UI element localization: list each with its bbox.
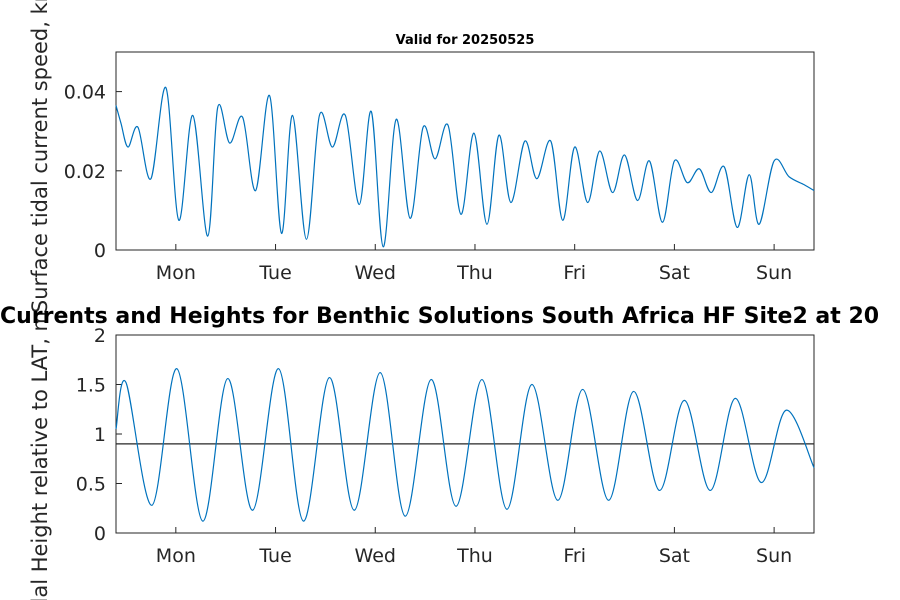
tidal-height-y-tick-label: 1 xyxy=(94,424,106,446)
tidal-height-y-tick-label: 0.5 xyxy=(76,474,106,496)
current-speed-y-tick-label: 0.04 xyxy=(64,82,106,104)
tidal-height-axes xyxy=(115,334,815,534)
tidal-height-x-tick-label: Sat xyxy=(659,545,690,567)
current-speed-x-tick-label: Fri xyxy=(563,262,586,284)
tidal-height-panel: Tidal Height relative to LAT, m Mon Tue We… xyxy=(28,311,815,600)
current-speed-title: Valid for 20250525 xyxy=(396,33,535,48)
current-speed-panel: Valid for 20250525 Surface tidal current… xyxy=(28,0,815,313)
tidal-height-x-tick-label: Fri xyxy=(563,545,586,567)
tidal-height-ylabel: Tidal Height relative to LAT, m xyxy=(28,311,52,600)
current-speed-x-tick-label: Sun xyxy=(756,262,792,284)
current-speed-y-tick-label: 0.02 xyxy=(64,161,106,183)
current-speed-axes xyxy=(115,51,815,251)
current-speed-x-tick-label: Thu xyxy=(456,262,493,284)
current-speed-ylabel: Surface tidal current speed, kn xyxy=(28,0,52,313)
current-speed-x-tick-label: Tue xyxy=(258,262,291,284)
tidal-height-x-tick-label: Sun xyxy=(756,545,792,567)
tidal-height-y-tick-label: 1.5 xyxy=(76,375,106,397)
tidal-height-x-tick-label: Tue xyxy=(258,545,291,567)
current-speed-x-tick-label: Sat xyxy=(659,262,690,284)
current-speed-x-tick-label: Mon xyxy=(156,262,196,284)
tidal-height-series-line xyxy=(115,368,815,522)
tidal-height-x-tick-label: Mon xyxy=(156,545,196,567)
tidal-height-y-tick-label: 0 xyxy=(94,523,106,545)
current-speed-x-tick-label: Wed xyxy=(355,262,396,284)
tidal-height-x-tick-label: Thu xyxy=(456,545,493,567)
current-speed-y-tick-label: 0 xyxy=(94,240,106,262)
figure-main-title: Currents and Heights for Benthic Solutio… xyxy=(0,304,879,329)
tidal-height-x-tick-label: Wed xyxy=(355,545,396,567)
tidal-height-y-tick-label: 2 xyxy=(94,325,106,347)
current-speed-series-line xyxy=(115,87,815,248)
